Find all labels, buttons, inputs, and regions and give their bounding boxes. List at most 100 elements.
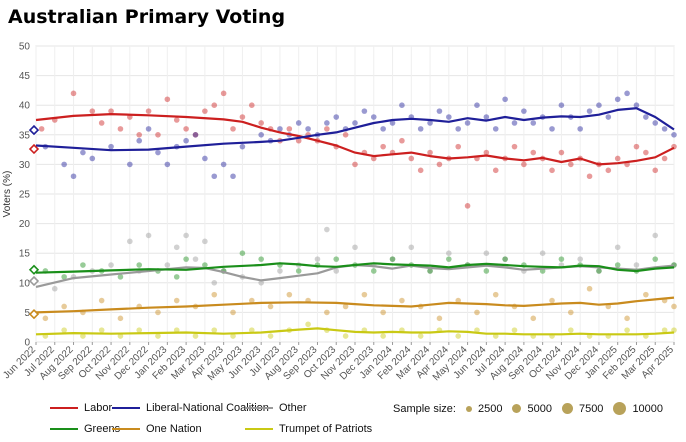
y-tick-label: 20: [19, 219, 31, 230]
y-tick-label: 5: [24, 308, 30, 319]
data-point: [370, 268, 377, 274]
data-point: [652, 256, 659, 262]
data-point: [145, 232, 152, 239]
data-point: [389, 120, 396, 126]
data-point: [380, 126, 386, 132]
data-point: [596, 268, 602, 274]
data-point: [239, 114, 246, 120]
data-point: [173, 274, 180, 280]
data-point: [455, 126, 462, 132]
data-point: [324, 126, 330, 132]
data-point: [577, 126, 583, 132]
data-point: [61, 327, 67, 333]
data-point: [248, 327, 255, 333]
data-point: [605, 114, 612, 120]
data-point: [333, 268, 340, 274]
legend-line-labor: [50, 407, 78, 409]
y-tick-label: 10: [19, 278, 31, 289]
data-point: [502, 256, 508, 262]
data-point: [361, 291, 368, 298]
legend-line-coalition: [112, 407, 140, 409]
data-point: [446, 250, 452, 256]
data-point: [192, 256, 199, 262]
data-point: [530, 120, 537, 126]
legend-label-other: Other: [279, 402, 307, 414]
data-point: [267, 303, 274, 310]
data-point: [211, 280, 218, 286]
data-point: [277, 126, 283, 132]
size-dot-7500: [561, 403, 573, 414]
data-point: [389, 256, 396, 262]
data-point: [145, 126, 152, 132]
data-point: [286, 126, 293, 132]
data-point: [239, 143, 246, 150]
data-point: [305, 321, 311, 328]
data-point: [202, 262, 208, 268]
data-point: [61, 161, 67, 168]
data-point: [446, 256, 452, 262]
data-point: [549, 297, 555, 304]
data-point: [558, 256, 565, 262]
data-point: [361, 108, 368, 114]
legend-line-other: [245, 407, 273, 409]
legend-item-coalition: Liberal-National Coalition: [112, 402, 269, 414]
start-marker: [28, 143, 40, 155]
data-point: [164, 161, 171, 168]
trend-line: [35, 107, 675, 152]
data-point: [605, 167, 612, 174]
data-point: [614, 244, 621, 251]
data-point: [211, 173, 218, 180]
data-point: [202, 238, 208, 245]
data-point: [511, 120, 518, 126]
data-point: [464, 120, 471, 126]
data-point: [633, 143, 640, 150]
trend-line: [35, 296, 675, 314]
data-point: [624, 315, 630, 322]
data-point: [427, 268, 433, 274]
data-point: [643, 114, 649, 120]
data-point: [80, 149, 86, 156]
data-point: [558, 102, 565, 108]
trend-line: [35, 113, 675, 166]
data-point: [577, 256, 583, 262]
data-point: [492, 126, 499, 132]
data-point: [436, 161, 443, 168]
data-point: [305, 126, 311, 132]
data-point: [333, 114, 340, 120]
legend-item-trumpet: Trumpet of Patriots: [245, 423, 372, 435]
data-point: [352, 244, 358, 251]
legend-label-coalition: Liberal-National Coalition: [146, 402, 269, 414]
data-point: [549, 126, 555, 132]
data-point: [117, 126, 124, 132]
data-point: [474, 309, 480, 316]
data-point: [521, 108, 527, 114]
data-point: [192, 132, 199, 138]
data-point: [183, 126, 189, 132]
data-point: [258, 132, 264, 138]
y-tick-label: 50: [19, 42, 31, 53]
data-point: [192, 333, 199, 339]
start-marker: [28, 264, 40, 275]
data-point: [333, 256, 340, 262]
y-tick-label: 40: [19, 101, 31, 112]
data-point: [117, 274, 124, 280]
y-tick-label: 25: [19, 190, 31, 201]
data-point: [567, 309, 574, 316]
data-point: [173, 297, 180, 304]
data-point: [446, 114, 452, 120]
data-point: [399, 297, 405, 304]
data-point: [80, 333, 86, 339]
data-point: [586, 173, 593, 180]
chart-title: Australian Primary Voting: [8, 6, 286, 28]
start-marker: [28, 124, 40, 136]
data-point: [492, 291, 499, 298]
data-point: [211, 102, 218, 108]
data-point: [614, 262, 621, 268]
y-tick-label: 45: [19, 71, 31, 82]
size-legend: Sample size: 2500 5000 7500 10000: [393, 402, 663, 415]
data-point: [258, 280, 264, 286]
data-point: [202, 108, 208, 114]
size-label-2500: 2500: [477, 402, 503, 415]
data-point: [61, 274, 67, 280]
data-point: [342, 132, 349, 138]
